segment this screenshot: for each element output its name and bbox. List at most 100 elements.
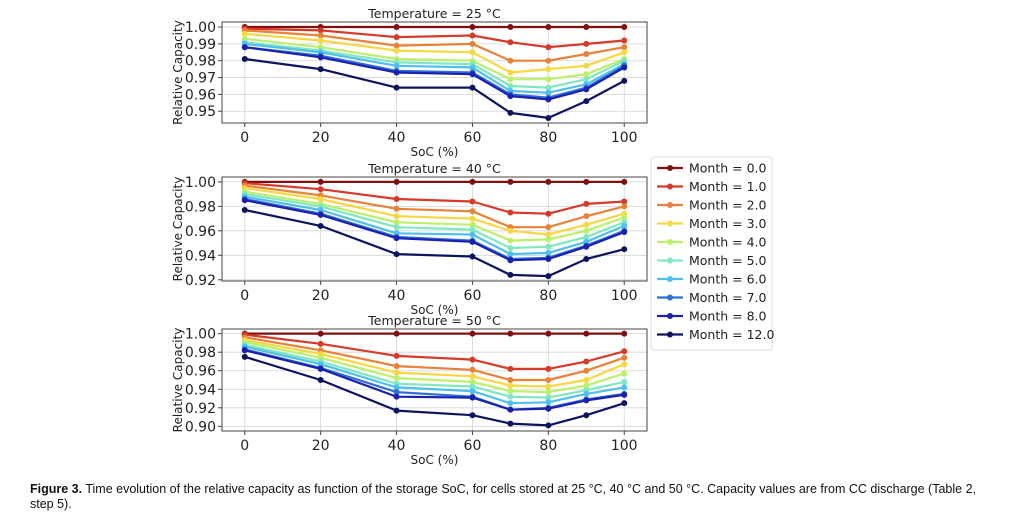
data-point: [507, 330, 514, 337]
y-tick-label: 1.00: [185, 175, 216, 191]
x-axis-label: SoC (%): [411, 303, 459, 317]
data-point: [317, 211, 324, 218]
data-point: [507, 209, 514, 216]
caption-text: Time evolution of the relative capacity …: [30, 482, 977, 511]
legend-entry-label: Month = 6.0: [689, 272, 767, 287]
x-tick-label: 0: [240, 288, 249, 304]
data-point: [393, 213, 400, 220]
axes-frame: [221, 21, 648, 124]
data-point: [583, 213, 590, 220]
data-point: [583, 330, 590, 337]
y-tick-label: 1.00: [185, 327, 216, 343]
data-point: [621, 348, 628, 355]
legend-entry-label: Month = 1.0: [689, 179, 767, 194]
data-point: [621, 330, 628, 337]
data-point: [507, 109, 514, 116]
y-axis-label: Relative Capacity: [171, 177, 185, 282]
legend-marker: [667, 331, 673, 338]
data-point: [469, 24, 476, 31]
data-point: [583, 377, 590, 383]
series-line-4-0: [244, 190, 625, 242]
data-point: [621, 400, 628, 407]
data-point: [507, 93, 514, 100]
y-tick-label: 0.98: [185, 345, 216, 361]
data-point: [507, 377, 514, 383]
data-point: [507, 257, 514, 264]
data-point: [393, 375, 400, 382]
series-line-4-0: [244, 340, 625, 394]
series-line-3-0: [244, 339, 625, 388]
data-point: [621, 37, 628, 44]
data-point: [583, 76, 590, 83]
legend-marker: [667, 294, 673, 301]
data-point: [583, 397, 590, 404]
series-line-6-0: [244, 42, 625, 94]
data-point: [507, 24, 514, 31]
data-point: [469, 64, 476, 71]
x-tick-label: 60: [464, 438, 482, 454]
data-point: [583, 390, 590, 397]
data-point: [317, 222, 324, 229]
data-point: [507, 406, 514, 413]
data-point: [241, 44, 248, 51]
series-line-3-0: [244, 186, 625, 236]
series-line-1-0: [244, 333, 625, 370]
data-point: [507, 400, 514, 407]
x-tick-label: 40: [388, 130, 406, 146]
data-point: [583, 200, 590, 207]
data-point: [469, 208, 476, 215]
data-point: [621, 391, 628, 398]
data-point: [545, 96, 552, 103]
data-point: [545, 89, 552, 96]
series-line-6-0: [244, 195, 625, 256]
x-axis-label: SoC (%): [411, 453, 459, 467]
series-line-2-0: [244, 29, 625, 62]
data-point: [241, 353, 248, 360]
data-point: [317, 330, 324, 337]
data-point: [545, 24, 552, 31]
data-point: [621, 222, 628, 229]
data-point: [507, 76, 514, 83]
data-point: [621, 214, 628, 221]
data-point: [583, 243, 590, 250]
data-point: [545, 422, 552, 429]
subplot-40c: 0 20 40 60 80 100 0.92 0.94 0.96 0.98 1.00 Temperat…: [171, 161, 648, 317]
data-point: [317, 54, 324, 61]
y-tick-label: 0.97: [185, 71, 216, 87]
series-line-8-0: [244, 46, 625, 101]
legend: Month = 0.0 Month = 1.0 Month = 2.0 Month =…: [650, 156, 774, 351]
data-point: [507, 178, 514, 185]
data-point: [545, 330, 552, 337]
x-tick-label: 20: [312, 288, 330, 304]
figure-caption: Figure 3. Time evolution of the relative…: [30, 482, 990, 512]
data-point: [621, 246, 628, 253]
data-point: [545, 44, 552, 51]
data-point: [393, 369, 400, 376]
data-point: [241, 56, 248, 63]
y-tick-label: 0.99: [185, 37, 216, 53]
series-line-12-0: [244, 57, 625, 120]
series-line-3-0: [244, 32, 625, 74]
data-point: [469, 40, 476, 47]
x-tick-label: 60: [464, 288, 482, 304]
data-point: [317, 365, 324, 372]
data-point: [507, 227, 514, 234]
data-point: [621, 361, 628, 368]
data-point: [393, 62, 400, 69]
series-line-2-0: [244, 336, 625, 382]
data-point: [545, 210, 552, 217]
data-point: [583, 358, 590, 365]
data-point: [583, 221, 590, 228]
data-point: [393, 24, 400, 31]
data-point: [317, 340, 324, 347]
data-point: [507, 420, 514, 427]
data-point: [469, 221, 476, 228]
y-axis-label: Relative Capacity: [171, 328, 185, 433]
data-point: [545, 394, 552, 401]
subplot-50c: 0 20 40 60 80 100 0.90 0.92 0.94 0.96 0.98 1.00 Temp…: [171, 313, 648, 467]
data-point: [507, 382, 514, 389]
x-tick-label: 100: [611, 438, 638, 454]
x-tick-label: 40: [388, 288, 406, 304]
x-tick-label: 20: [312, 438, 330, 454]
data-point: [507, 388, 514, 395]
